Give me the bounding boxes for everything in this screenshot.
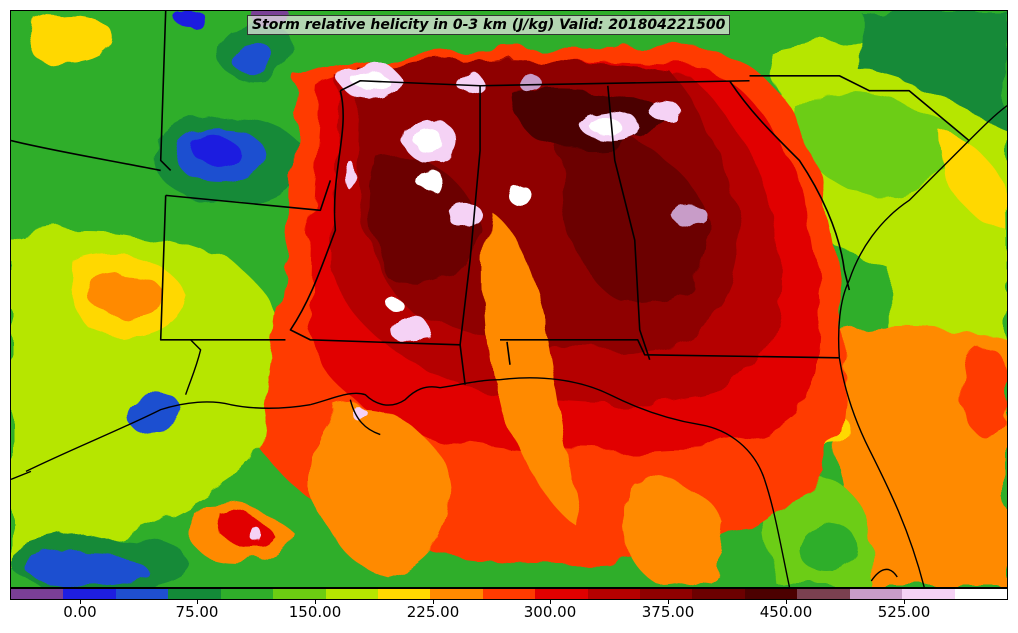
colorbar-segment: [692, 589, 745, 599]
helicity-map: [10, 10, 1008, 588]
colorbar-tick-mark: [197, 600, 198, 604]
colorbar-tick-label: 150.00: [288, 603, 342, 621]
colorbar-tick-mark: [904, 600, 905, 604]
colorbar-segment: [640, 589, 693, 599]
colorbar-tick-mark: [315, 600, 316, 604]
coastline: [11, 105, 1007, 587]
colorbar-segment: [797, 589, 850, 599]
colorbar-segment: [115, 589, 169, 599]
colorbar-segment: [744, 589, 798, 599]
colorbar-segment: [273, 589, 326, 599]
colorbar-segment: [849, 589, 903, 599]
colorbar-tick-label: 225.00: [406, 603, 460, 621]
colorbar-segment: [587, 589, 641, 599]
colorbar-segment: [220, 589, 274, 599]
colorbar-segment: [482, 589, 536, 599]
colorbar: [10, 588, 1008, 600]
colorbar-tick-label: 0.00: [63, 603, 97, 621]
colorbar-segment: [535, 589, 588, 599]
colorbar-tick-label: 75.00: [175, 603, 219, 621]
colorbar-tick-mark: [786, 600, 787, 604]
colorbar-segment: [325, 589, 378, 599]
colorbar-tick-mark: [668, 600, 669, 604]
colorbar-segment: [377, 589, 431, 599]
colorbar-tick-mark: [80, 600, 81, 604]
colorbar-tick-mark: [433, 600, 434, 604]
colorbar-tick-mark: [550, 600, 551, 604]
colorbar-ticks: 0.00 75.00 150.00 225.00 300.00 375.00 450.00 5…: [10, 600, 1008, 630]
colorbar-tick-label: 450.00: [759, 603, 813, 621]
colorbar-segment: [11, 589, 64, 599]
state-borders: [11, 11, 970, 385]
colorbar-segment: [954, 589, 1008, 599]
map-canvas: [11, 11, 1007, 587]
colorbar-segment: [168, 589, 221, 599]
colorbar-tick-label: 525.00: [877, 603, 931, 621]
colorbar-tick-label: 375.00: [641, 603, 695, 621]
map-title: Storm relative helicity in 0-3 km (J/kg)…: [247, 15, 731, 35]
colorbar-segment: [430, 589, 483, 599]
helicity-field: [11, 11, 1007, 587]
colorbar-tick-label: 300.00: [523, 603, 577, 621]
colorbar-segment: [902, 589, 955, 599]
colorbar-segment: [63, 589, 116, 599]
